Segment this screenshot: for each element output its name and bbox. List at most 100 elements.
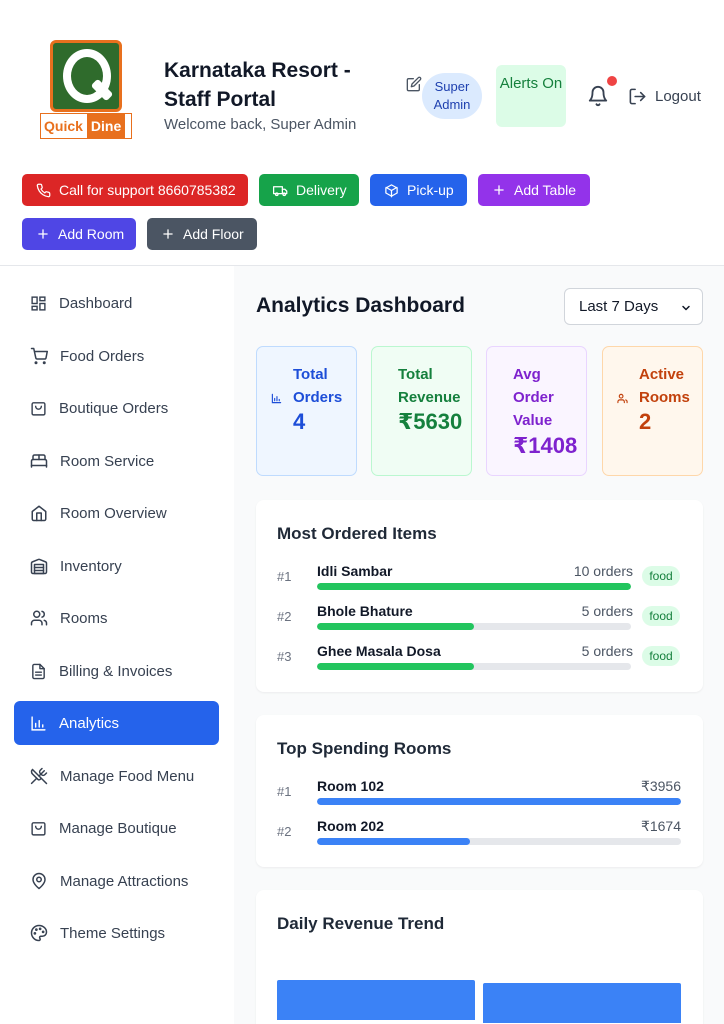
logo-mark	[50, 40, 122, 112]
stat-value: 2	[639, 409, 652, 434]
stat-total-orders: Total Orders 4	[256, 346, 357, 476]
sidebar-item-rooms[interactable]: Rooms	[14, 596, 219, 640]
users-icon	[30, 610, 48, 626]
sidebar-item-label: Manage Boutique	[59, 819, 177, 837]
logo-wordmark: Quick Dine	[40, 113, 132, 139]
phone-icon	[36, 183, 51, 197]
package-icon	[385, 183, 398, 197]
analytics-title: Analytics Dashboard	[256, 294, 465, 317]
utensils-crossed-icon	[30, 767, 48, 785]
rank-label: #1	[277, 569, 292, 584]
bar-chart-icon	[31, 715, 46, 731]
welcome-text: Welcome back, Super Admin	[164, 116, 357, 133]
call-support-button[interactable]: Call for support 8660785382	[22, 174, 248, 206]
sidebar-item-label: Manage Food Menu	[60, 767, 195, 785]
sidebar-item-label: Boutique Orders	[59, 399, 169, 417]
warehouse-icon	[30, 558, 48, 575]
sidebar-item-manage-food-menu[interactable]: Manage Food Menu	[14, 754, 219, 798]
most-ordered-card: Most Ordered Items #1 Idli Sambar 10 ord…	[256, 500, 703, 692]
sidebar-item-label: Rooms	[60, 609, 108, 627]
sidebar-item-label: Manage Attractions	[60, 872, 189, 890]
stat-value: ₹5630	[398, 409, 463, 434]
room-amount: ₹1674	[640, 818, 681, 834]
progress-fill	[317, 623, 474, 630]
sidebar-item-inventory[interactable]: Inventory	[14, 544, 219, 588]
rank-label: #2	[277, 824, 292, 839]
call-support-label: Call for support 8660785382	[59, 182, 236, 198]
item-count: 5 orders	[581, 603, 633, 619]
app-header: Quick Dine Karnataka Resort - Staff Port…	[0, 0, 724, 160]
bell-icon[interactable]	[587, 84, 609, 108]
role-badge: Super Admin	[422, 73, 482, 119]
rank-label: #2	[277, 609, 292, 624]
map-pin-icon	[32, 872, 46, 890]
add-room-label: Add Room	[58, 226, 125, 242]
revenue-trend-card: Daily Revenue Trend	[256, 890, 703, 1024]
stat-total-revenue: Total Revenue ₹5630	[371, 346, 472, 476]
logout-button[interactable]: Logout	[628, 85, 701, 107]
sidebar-item-manage-boutique[interactable]: Manage Boutique	[14, 806, 219, 850]
revenue-bar[interactable]	[277, 980, 475, 1020]
category-tag: food	[642, 646, 680, 666]
stat-label: Avg Order Value	[513, 366, 554, 429]
item-count: 10 orders	[573, 563, 633, 579]
sidebar-item-room-overview[interactable]: Room Overview	[14, 491, 219, 535]
alerts-toggle[interactable]: Alerts On	[496, 65, 566, 127]
card-title: Daily Revenue Trend	[277, 914, 445, 933]
sidebar-item-label: Food Orders	[60, 347, 145, 365]
progress-track	[317, 798, 681, 805]
sidebar-item-room-service[interactable]: Room Service	[14, 439, 219, 483]
add-room-button[interactable]: Add Room	[22, 218, 136, 250]
shopping-bag-icon	[31, 821, 46, 836]
add-table-label: Add Table	[514, 182, 577, 198]
chevron-down-icon	[682, 305, 690, 311]
add-floor-label: Add Floor	[183, 226, 244, 242]
item-count: 5 orders	[581, 643, 633, 659]
quickdine-logo: Quick Dine	[40, 40, 132, 140]
cart-icon	[30, 347, 48, 365]
rank-label: #3	[277, 649, 292, 664]
sidebar-item-label: Billing & Invoices	[59, 662, 173, 680]
sidebar-item-dashboard[interactable]: Dashboard	[14, 281, 219, 325]
sidebar-item-billing[interactable]: Billing & Invoices	[14, 649, 219, 693]
progress-fill	[317, 838, 470, 845]
sidebar-item-theme-settings[interactable]: Theme Settings	[14, 911, 219, 955]
item-name: Ghee Masala Dosa	[317, 643, 441, 659]
progress-fill	[317, 798, 681, 805]
sidebar-item-label: Theme Settings	[60, 924, 166, 942]
revenue-bar[interactable]	[483, 983, 681, 1023]
top-rooms-card: Top Spending Rooms #1 Room 102 ₹3956 #2 …	[256, 715, 703, 867]
logo-word-dine: Dine	[86, 114, 126, 138]
delivery-button[interactable]: Delivery	[259, 174, 359, 206]
add-table-button[interactable]: Add Table	[478, 174, 590, 206]
item-name: Bhole Bhature	[317, 603, 413, 619]
card-title: Most Ordered Items	[277, 524, 437, 543]
room-amount: ₹3956	[640, 778, 681, 794]
notification-dot	[607, 76, 617, 86]
bed-icon	[30, 454, 48, 468]
stat-value: ₹1408	[513, 433, 578, 458]
add-floor-button[interactable]: Add Floor	[147, 218, 257, 250]
users-icon	[617, 393, 628, 404]
sidebar-item-manage-attractions[interactable]: Manage Attractions	[14, 859, 219, 903]
stat-label: Total Orders	[293, 366, 343, 406]
palette-icon	[30, 924, 48, 942]
sidebar-item-analytics[interactable]: Analytics	[14, 701, 219, 745]
plus-icon	[38, 229, 48, 239]
logout-label: Logout	[655, 87, 701, 105]
progress-track	[317, 663, 631, 670]
date-range-select[interactable]: Last 7 Days	[564, 288, 703, 325]
sidebar-item-label: Room Overview	[60, 504, 167, 522]
sidebar-item-boutique-orders[interactable]: Boutique Orders	[14, 386, 219, 430]
stat-label: Total Revenue	[398, 366, 461, 406]
plus-icon	[163, 229, 173, 239]
sidebar-item-food-orders[interactable]: Food Orders	[14, 334, 219, 378]
date-range-value: Last 7 Days	[579, 298, 659, 315]
pickup-button[interactable]: Pick-up	[370, 174, 467, 206]
edit-icon[interactable]	[406, 76, 422, 92]
sidebar-item-label: Analytics	[59, 714, 120, 732]
logout-icon	[629, 88, 646, 104]
sidebar-item-label: Room Service	[60, 452, 155, 470]
room-name: Room 102	[317, 778, 384, 794]
sidebar: Dashboard Food Orders Boutique Orders Ro…	[0, 266, 234, 1024]
